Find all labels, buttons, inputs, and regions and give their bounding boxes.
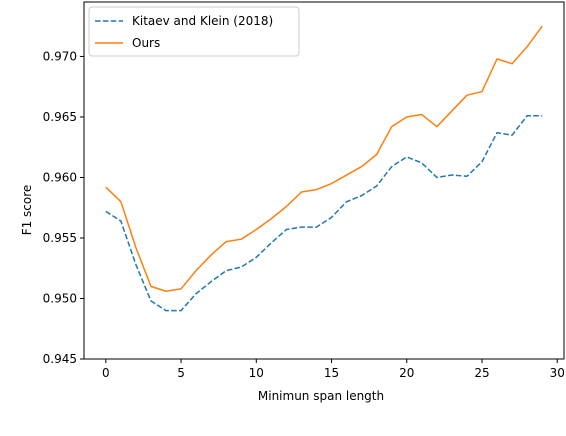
y-tick-label: 0.960 xyxy=(43,170,77,184)
x-tick-label: 15 xyxy=(324,366,339,380)
x-axis-label: Minimun span length xyxy=(258,389,384,403)
x-tick-label: 30 xyxy=(550,366,565,380)
legend-box xyxy=(88,6,300,57)
series-line-2 xyxy=(105,25,543,292)
x-tick-label: 25 xyxy=(474,366,489,380)
y-tick-label: 0.965 xyxy=(43,110,77,124)
legend: Kitaev and Klein (2018) Ours xyxy=(88,6,300,57)
series-line-1 xyxy=(105,115,543,312)
ticks-layer: 0 5 10 15 20 25 30 0.945 0.950 0.955 0.960 0.965 0.9… xyxy=(43,49,565,380)
plot-frame xyxy=(83,1,565,360)
y-tick-label: 0.945 xyxy=(43,352,77,366)
legend-label-1: Kitaev and Klein (2018) xyxy=(132,14,273,28)
x-tick-label: 5 xyxy=(177,366,185,380)
series-layer xyxy=(105,25,543,312)
y-tick-label: 0.950 xyxy=(43,291,77,305)
legend-label-2: Ours xyxy=(132,36,160,50)
x-tick-label: 0 xyxy=(102,366,110,380)
y-tick-label: 0.955 xyxy=(43,231,77,245)
x-tick-label: 10 xyxy=(249,366,264,380)
axes-layer xyxy=(83,1,565,360)
y-axis-label: F1 score xyxy=(20,185,34,236)
y-tick-label: 0.970 xyxy=(43,49,77,63)
x-tick-label: 20 xyxy=(399,366,414,380)
